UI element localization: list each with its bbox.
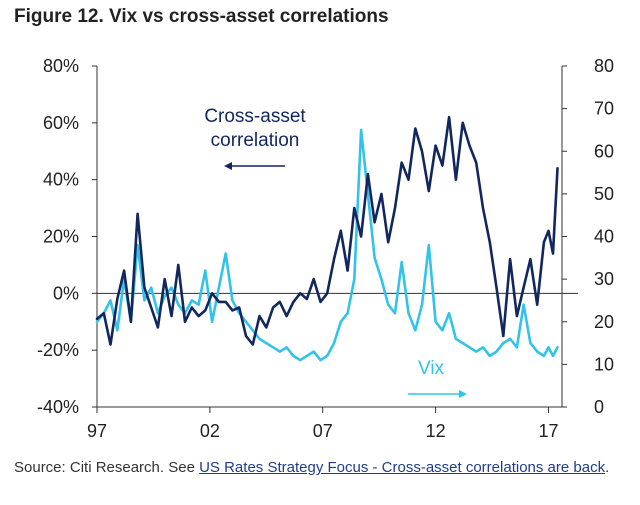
vix-label: Vix [418, 358, 445, 379]
figure-title: Figure 12. Vix vs cross-asset correlatio… [14, 6, 389, 27]
source-prefix: Source: Citi Research. See [14, 459, 200, 476]
right-tick-label: 30 [594, 269, 614, 289]
right-tick-label: 70 [594, 99, 614, 119]
left-tick-label: 20% [43, 227, 79, 247]
left-tick-label: -20% [37, 340, 79, 360]
correlation-series-line [95, 115, 559, 346]
right-tick-label: 40 [594, 227, 614, 247]
x-tick-label: 07 [313, 421, 333, 441]
left-tick-label: 0% [53, 283, 79, 303]
source-link[interactable]: US Rates Strategy Focus - Cross-asset co… [199, 459, 606, 476]
left-tick-label: -40% [37, 397, 79, 417]
chart-ticks: -40% -20% 0% 20% 40% 60% 80% 0 10 20 30 40 50 60 70 80 9… [37, 56, 614, 441]
right-tick-label: 50 [594, 184, 614, 204]
vix-series-line [95, 128, 559, 362]
left-tick-label: 80% [43, 56, 79, 76]
x-tick-label: 97 [87, 421, 107, 441]
right-tick-label: 20 [594, 312, 614, 332]
correlation-label-line1: Cross-asset [204, 106, 306, 127]
right-tick-label: 10 [594, 354, 614, 374]
chart-annotations: Cross-asset correlation Vix [204, 106, 467, 398]
source-suffix: . [605, 459, 610, 476]
chart-axes [96, 66, 578, 408]
right-tick-label: 80 [594, 56, 614, 76]
correlation-label-line2: correlation [211, 130, 300, 151]
x-tick-label: 17 [538, 421, 558, 441]
left-tick-label: 60% [43, 113, 79, 133]
correlation-arrow-head [224, 162, 232, 170]
source-note: Source: Citi Research. See US Rates Stra… [14, 457, 614, 478]
right-tick-label: 0 [594, 397, 604, 417]
left-tick-label: 40% [43, 170, 79, 190]
x-tick-label: 12 [426, 421, 446, 441]
x-tick-label: 02 [200, 421, 220, 441]
right-tick-label: 60 [594, 141, 614, 161]
vix-arrow-head [459, 390, 467, 398]
chart-series [95, 115, 559, 362]
